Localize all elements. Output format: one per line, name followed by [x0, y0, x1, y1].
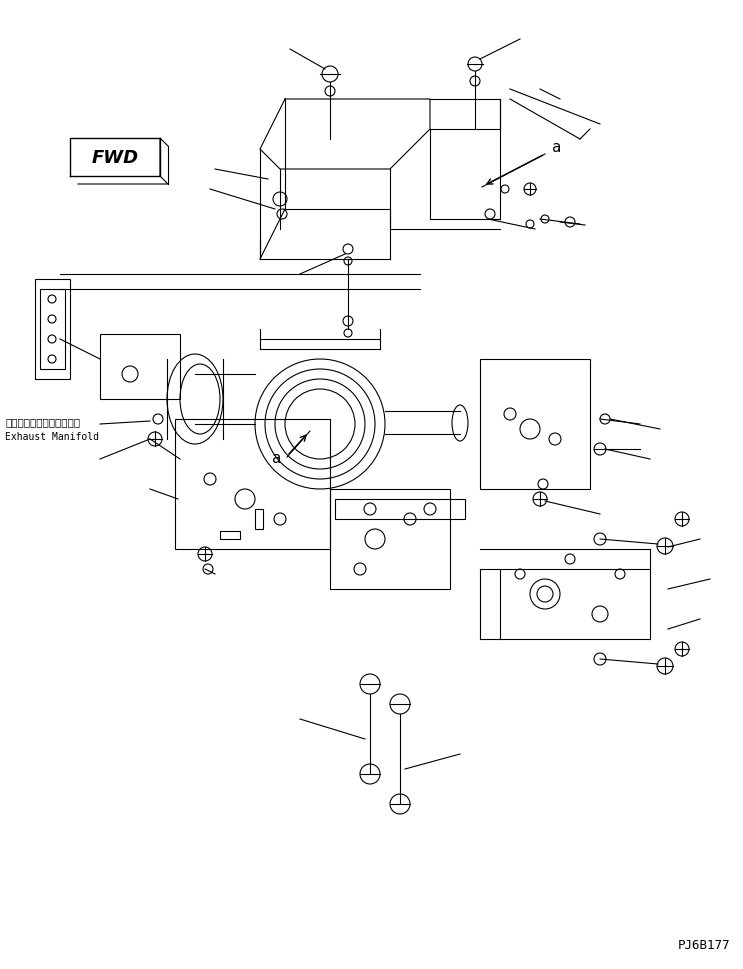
Bar	[220, 531, 240, 540]
Text: Exhaust Manifold: Exhaust Manifold	[5, 431, 99, 442]
Polygon shape	[260, 100, 430, 170]
Bar	[480, 359, 590, 489]
Bar	[35, 280, 70, 380]
Bar	[335, 499, 465, 519]
Text: a: a	[272, 451, 281, 465]
Text: a: a	[552, 140, 561, 155]
Text: エキゾーストマニホールド: エキゾーストマニホールド	[5, 417, 80, 426]
Bar	[330, 489, 450, 589]
Bar	[255, 510, 263, 529]
Text: FWD: FWD	[91, 149, 138, 167]
Bar	[100, 334, 180, 399]
Text: PJ6B177: PJ6B177	[678, 938, 730, 951]
Bar	[40, 290, 65, 369]
Bar	[175, 420, 330, 549]
